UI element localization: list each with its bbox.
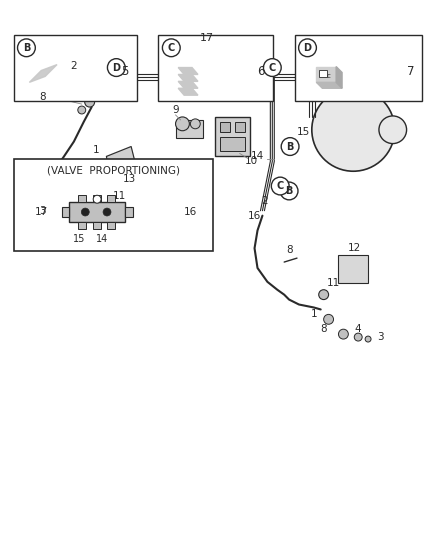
Text: B: B — [23, 43, 30, 53]
Text: 4: 4 — [355, 324, 361, 334]
Text: 8: 8 — [286, 245, 293, 255]
Bar — [159, 35, 273, 101]
Circle shape — [191, 119, 200, 129]
Text: 2: 2 — [71, 61, 77, 70]
Bar — [220, 122, 230, 132]
Bar — [78, 195, 86, 202]
Text: 17: 17 — [200, 33, 214, 43]
Circle shape — [280, 182, 298, 200]
Circle shape — [52, 191, 62, 201]
Text: 1: 1 — [93, 144, 100, 155]
Circle shape — [379, 116, 406, 143]
Circle shape — [339, 329, 348, 339]
Bar — [14, 159, 212, 251]
Circle shape — [93, 195, 101, 203]
Circle shape — [63, 197, 71, 205]
Polygon shape — [178, 82, 198, 88]
Bar — [78, 222, 86, 229]
Text: C: C — [276, 181, 284, 191]
Text: 2: 2 — [261, 196, 268, 206]
Circle shape — [162, 39, 180, 56]
Circle shape — [81, 208, 89, 216]
Circle shape — [103, 208, 111, 216]
Bar — [176, 120, 203, 138]
Text: 4: 4 — [77, 199, 83, 209]
Text: D: D — [304, 43, 311, 53]
Text: 6: 6 — [258, 64, 265, 78]
Text: (VALVE  PROPORTIONING): (VALVE PROPORTIONING) — [46, 165, 180, 175]
Bar — [70, 202, 125, 222]
Circle shape — [85, 97, 95, 107]
Text: 15: 15 — [297, 127, 311, 137]
Polygon shape — [336, 67, 342, 88]
Bar — [107, 222, 115, 229]
Bar — [93, 195, 101, 202]
Circle shape — [18, 39, 35, 56]
Text: 5: 5 — [121, 64, 129, 78]
Bar — [220, 136, 245, 151]
Text: 16: 16 — [184, 207, 198, 217]
Circle shape — [312, 88, 395, 171]
Text: 8: 8 — [320, 324, 327, 334]
Text: 3: 3 — [39, 206, 46, 216]
Circle shape — [281, 138, 299, 156]
Circle shape — [271, 177, 289, 195]
Bar — [125, 207, 133, 217]
Circle shape — [107, 59, 125, 76]
Text: 14: 14 — [251, 151, 264, 161]
Circle shape — [354, 333, 362, 341]
Text: 8: 8 — [39, 92, 46, 102]
Circle shape — [365, 336, 371, 342]
Circle shape — [299, 39, 316, 56]
Bar — [14, 35, 137, 101]
Text: c: c — [326, 74, 330, 79]
Circle shape — [324, 314, 333, 324]
Text: 12: 12 — [348, 243, 361, 253]
Circle shape — [114, 181, 124, 191]
Text: D: D — [112, 62, 120, 72]
Bar — [319, 69, 327, 77]
Circle shape — [41, 183, 53, 195]
Circle shape — [103, 159, 113, 169]
Circle shape — [78, 106, 86, 114]
Circle shape — [176, 117, 189, 131]
Polygon shape — [178, 75, 198, 82]
Bar — [215, 117, 250, 156]
Polygon shape — [106, 147, 136, 181]
Text: 14: 14 — [96, 234, 108, 244]
Text: 13: 13 — [123, 174, 136, 184]
Text: B: B — [286, 142, 294, 151]
Polygon shape — [316, 67, 336, 82]
Text: 11: 11 — [113, 191, 126, 201]
Circle shape — [263, 59, 281, 76]
Text: 10: 10 — [245, 156, 258, 166]
Text: 9: 9 — [172, 105, 179, 115]
Text: B: B — [286, 186, 293, 196]
Text: C: C — [268, 62, 276, 72]
Text: 3: 3 — [378, 332, 384, 342]
Bar — [235, 122, 245, 132]
Polygon shape — [178, 68, 198, 75]
Text: C: C — [168, 43, 175, 53]
Text: 7: 7 — [406, 64, 414, 78]
Polygon shape — [316, 82, 342, 88]
Text: 17: 17 — [35, 207, 48, 217]
Circle shape — [319, 290, 328, 300]
Text: 16: 16 — [248, 211, 261, 221]
Polygon shape — [178, 88, 198, 95]
Bar — [107, 195, 115, 202]
Bar — [295, 35, 422, 101]
Bar — [339, 255, 368, 283]
Text: 11: 11 — [327, 278, 340, 288]
Polygon shape — [29, 64, 57, 82]
Bar — [62, 207, 70, 217]
Bar — [93, 222, 101, 229]
Text: 1: 1 — [311, 309, 317, 319]
Text: 15: 15 — [73, 234, 85, 244]
